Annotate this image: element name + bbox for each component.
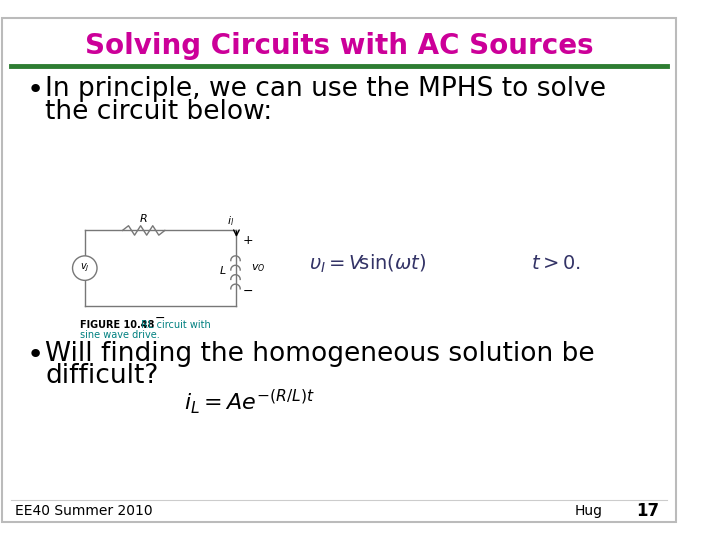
Text: FIGURE 10.48: FIGURE 10.48 bbox=[80, 320, 155, 330]
Text: Hug: Hug bbox=[575, 504, 603, 518]
Text: $L$: $L$ bbox=[219, 264, 226, 276]
Text: Will finding the homogeneous solution be: Will finding the homogeneous solution be bbox=[45, 341, 595, 367]
Text: 17: 17 bbox=[636, 502, 660, 520]
Text: sine wave drive.: sine wave drive. bbox=[80, 330, 160, 340]
Text: the circuit below:: the circuit below: bbox=[45, 99, 272, 125]
Text: $i_l$: $i_l$ bbox=[228, 214, 235, 228]
Text: −: − bbox=[155, 312, 166, 326]
Text: $v_J$: $v_J$ bbox=[80, 262, 89, 274]
Text: −: − bbox=[243, 285, 253, 298]
Text: •: • bbox=[27, 76, 44, 104]
Text: difficult?: difficult? bbox=[45, 363, 158, 389]
Circle shape bbox=[73, 256, 97, 280]
Text: $R$: $R$ bbox=[139, 212, 148, 224]
Text: In principle, we can use the MPHS to solve: In principle, we can use the MPHS to sol… bbox=[45, 76, 606, 102]
Text: +: + bbox=[243, 234, 253, 247]
FancyBboxPatch shape bbox=[2, 17, 676, 523]
Text: $v_O$: $v_O$ bbox=[251, 262, 265, 274]
Text: Solving Circuits with AC Sources: Solving Circuits with AC Sources bbox=[85, 32, 593, 60]
Text: RL circuit with: RL circuit with bbox=[138, 320, 211, 330]
Text: $i_L = Ae^{-(R/L)t}$: $i_L = Ae^{-(R/L)t}$ bbox=[184, 388, 315, 416]
Text: EE40 Summer 2010: EE40 Summer 2010 bbox=[15, 504, 153, 518]
Text: $\upsilon_I = V\!\sin(\omega t)$: $\upsilon_I = V\!\sin(\omega t)$ bbox=[309, 252, 426, 274]
Text: •: • bbox=[27, 341, 44, 369]
Text: $t > 0.$: $t > 0.$ bbox=[531, 254, 581, 273]
